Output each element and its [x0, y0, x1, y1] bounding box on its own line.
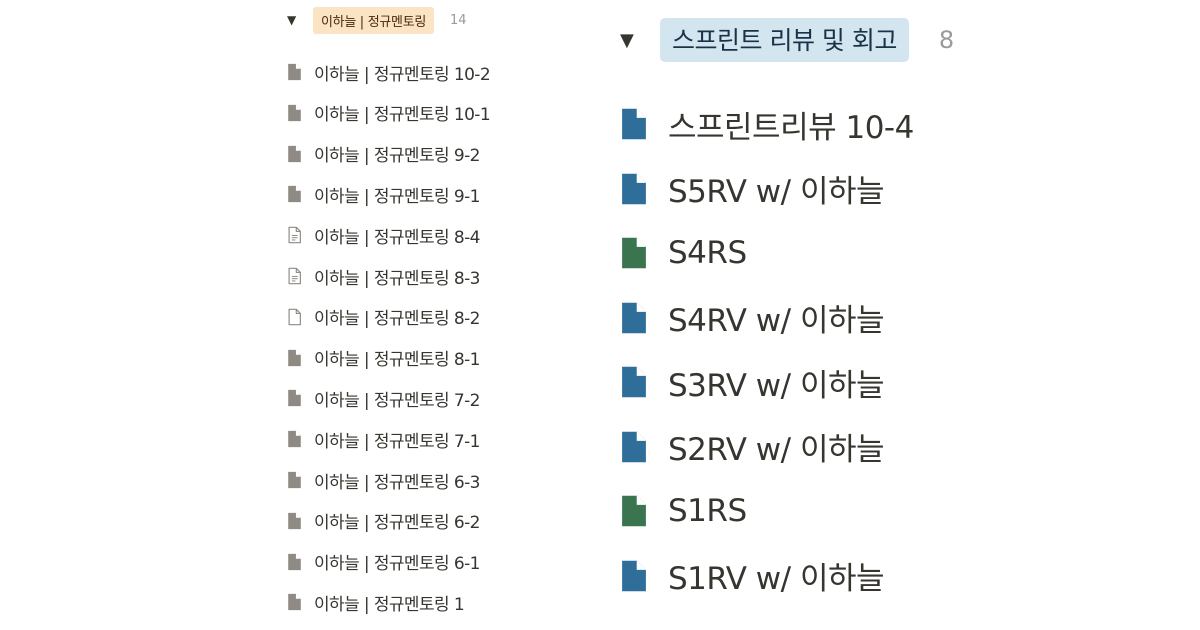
page-blue-icon	[622, 366, 646, 398]
page-title-label: 이하늘 | 정규멘토링 6-2	[314, 513, 480, 534]
page-title-label: 이하늘 | 정규멘토링 6-1	[314, 554, 480, 575]
page-list-item[interactable]: 이하늘 | 정규멘토링 6-3	[287, 466, 480, 494]
page-title-label: 이하늘 | 정규멘토링 10-2	[314, 64, 491, 85]
collapse-toggle-icon[interactable]: ▼	[620, 29, 634, 51]
page-list-item[interactable]: S5RV w/ 이하늘	[620, 167, 885, 211]
page-filled-icon	[288, 104, 301, 121]
page-title-label: S1RS	[668, 493, 747, 529]
page-title-label: 이하늘 | 정규멘토링 8-2	[314, 309, 480, 330]
sprint-review-group-count: 8	[938, 26, 955, 54]
page-list-item[interactable]: 이하늘 | 정규멘토링 10-1	[287, 99, 491, 127]
page-green-icon	[622, 495, 646, 527]
page-title-label: 이하늘 | 정규멘토링 9-2	[314, 146, 480, 167]
page-list-item[interactable]: 이하늘 | 정규멘토링 6-1	[287, 548, 480, 576]
page-title-label: 이하늘 | 정규멘토링 7-2	[314, 390, 480, 411]
page-list-item[interactable]: 이하늘 | 정규멘토링 7-1	[287, 425, 480, 453]
page-list-item[interactable]: 이하늘 | 정규멘토링 8-2	[287, 303, 480, 331]
page-title-label: S1RV w/ 이하늘	[668, 561, 885, 597]
page-blue-icon	[622, 302, 646, 333]
page-filled-icon	[288, 553, 301, 570]
page-text-icon	[288, 226, 301, 244]
page-blue-icon	[622, 431, 646, 462]
page-filled-icon	[288, 594, 301, 611]
page-blue-icon	[622, 560, 646, 591]
page-title-label: 이하늘 | 정규멘토링 1	[314, 594, 465, 615]
page-empty-icon	[288, 308, 301, 326]
page-blue-icon	[622, 108, 646, 140]
page-list-item[interactable]: S4RS	[620, 231, 747, 275]
page-list-item[interactable]: S1RV w/ 이하늘	[620, 554, 885, 598]
page-title-label: 이하늘 | 정규멘토링 10-1	[314, 105, 491, 126]
page-list-item[interactable]: 이하늘 | 정규멘토링 8-1	[287, 344, 480, 372]
page-filled-icon	[288, 471, 301, 489]
page-list-item[interactable]: 이하늘 | 정규멘토링 8-3	[287, 262, 480, 290]
page-text-icon	[288, 267, 301, 285]
page-title-label: 스프린트리뷰 10-4	[668, 109, 914, 146]
page-list-item[interactable]: S4RV w/ 이하늘	[620, 296, 885, 340]
page-filled-icon	[288, 431, 301, 448]
mentoring-group-count: 14	[450, 12, 467, 28]
page-list-item[interactable]: 이하늘 | 정규멘토링 9-2	[287, 140, 480, 168]
mentoring-group-header[interactable]: ▼ 이하늘 | 정규멘토링 14	[287, 6, 467, 34]
page-title-label: S4RS	[668, 235, 747, 271]
page-title-label: S2RV w/ 이하늘	[668, 432, 885, 468]
page-title-label: S3RV w/ 이하늘	[668, 367, 885, 404]
page-title-label: 이하늘 | 정규멘토링 9-1	[314, 186, 480, 207]
sprint-review-group-tag: 스프린트 리뷰 및 회고	[660, 18, 909, 62]
page-filled-icon	[288, 145, 301, 162]
page-title-label: S4RV w/ 이하늘	[668, 303, 885, 339]
page-title-label: 이하늘 | 정규멘토링 6-3	[314, 472, 480, 493]
collapse-toggle-icon[interactable]: ▼	[287, 13, 297, 27]
mentoring-group-tag: 이하늘 | 정규멘토링	[313, 6, 435, 34]
page-list-item[interactable]: S1RS	[620, 489, 747, 533]
page-list-item[interactable]: 이하늘 | 정규멘토링 9-1	[287, 180, 480, 208]
page-green-icon	[622, 237, 646, 269]
page-title-label: S5RV w/ 이하늘	[668, 174, 885, 210]
page-filled-icon	[288, 63, 301, 81]
page-title-label: 이하늘 | 정규멘토링 8-3	[314, 268, 480, 289]
page-list-item[interactable]: 이하늘 | 정규멘토링 10-2	[287, 58, 491, 86]
page-title-label: 이하늘 | 정규멘토링 8-4	[314, 227, 480, 248]
page-filled-icon	[288, 349, 301, 366]
page-list-item[interactable]: 이하늘 | 정규멘토링 8-4	[287, 221, 480, 249]
page-filled-icon	[288, 390, 301, 407]
page-title-label: 이하늘 | 정규멘토링 7-1	[314, 431, 480, 452]
page-blue-icon	[622, 173, 646, 204]
page-list-item[interactable]: S2RV w/ 이하늘	[620, 425, 885, 469]
page-list-item[interactable]: 스프린트리뷰 10-4	[620, 102, 914, 146]
page-list-item[interactable]: 이하늘 | 정규멘토링 6-2	[287, 507, 480, 535]
page-list-item[interactable]: 이하늘 | 정규멘토링 7-2	[287, 384, 480, 412]
page-title-label: 이하늘 | 정규멘토링 8-1	[314, 350, 480, 371]
page-filled-icon	[288, 512, 301, 529]
sprint-review-group-header[interactable]: ▼ 스프린트 리뷰 및 회고 8	[620, 18, 955, 62]
page-list-item[interactable]: 이하늘 | 정규멘토링 1	[287, 588, 465, 616]
page-list-item[interactable]: S3RV w/ 이하늘	[620, 360, 885, 404]
page-filled-icon	[288, 186, 301, 203]
